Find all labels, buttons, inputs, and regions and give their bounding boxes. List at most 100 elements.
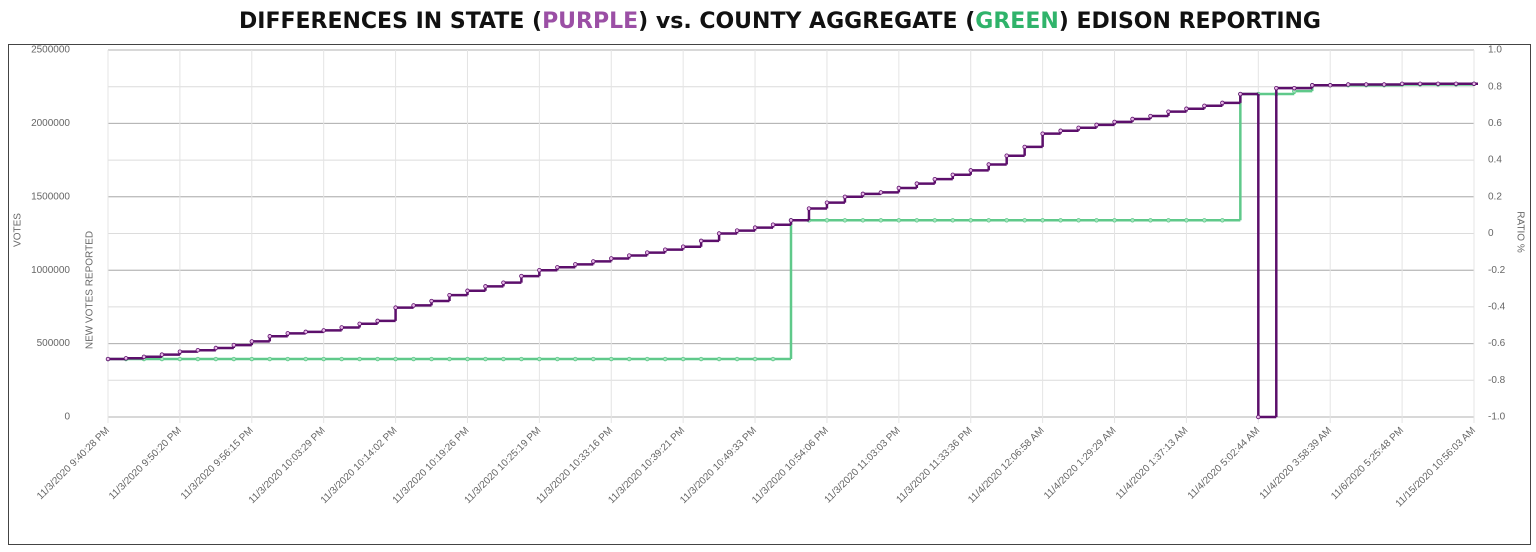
point-marker <box>1381 82 1387 87</box>
point-marker <box>465 288 470 293</box>
point-marker <box>734 228 740 233</box>
point-marker <box>141 354 147 360</box>
point-marker <box>429 356 434 362</box>
point-marker <box>1328 83 1333 88</box>
point-marker <box>1112 218 1117 223</box>
point-marker <box>645 250 650 255</box>
point-marker <box>1184 218 1189 223</box>
point-marker <box>986 218 991 223</box>
point-marker <box>231 342 237 348</box>
point-marker <box>1148 113 1153 119</box>
point-marker <box>734 356 740 362</box>
point-marker <box>195 356 201 362</box>
point-marker <box>1022 144 1027 150</box>
point-marker <box>1058 128 1063 133</box>
point-marker <box>177 356 183 362</box>
y2-tick-label: 0.6 <box>1488 118 1502 129</box>
point-marker <box>303 356 308 362</box>
point-marker <box>1363 82 1369 87</box>
point-marker <box>842 218 848 223</box>
point-marker <box>537 268 542 273</box>
point-marker <box>950 218 955 223</box>
point-marker <box>842 194 848 199</box>
point-marker <box>177 349 183 354</box>
point-marker <box>195 348 201 353</box>
point-marker <box>860 191 866 197</box>
point-marker <box>932 218 937 223</box>
point-marker <box>393 356 398 362</box>
y2-tick-label: -0.2 <box>1488 265 1506 276</box>
point-marker <box>573 262 578 267</box>
point-marker <box>680 356 686 362</box>
y2-tick-label: 0.8 <box>1488 81 1502 92</box>
point-marker <box>357 356 362 362</box>
point-marker <box>1220 218 1225 223</box>
point-marker <box>645 356 650 362</box>
point-marker <box>249 339 254 344</box>
point-marker <box>932 176 937 182</box>
y2-tick-label: -0.6 <box>1488 338 1506 349</box>
y-tick-label: 1500000 <box>31 191 70 202</box>
point-marker <box>627 253 632 258</box>
point-marker <box>591 356 596 362</box>
point-marker <box>1238 91 1243 97</box>
point-marker <box>609 356 614 362</box>
y2-tick-label: 1.0 <box>1488 45 1502 56</box>
point-marker <box>1130 218 1135 223</box>
point-marker <box>1453 81 1459 86</box>
point-marker <box>968 168 973 173</box>
point-marker <box>1166 109 1171 114</box>
point-marker <box>986 162 991 167</box>
point-marker <box>627 356 632 362</box>
point-marker <box>1292 85 1297 91</box>
point-marker <box>339 356 344 362</box>
point-marker <box>357 321 362 326</box>
point-marker <box>896 185 902 191</box>
y-tick-label: 500000 <box>37 338 71 349</box>
point-marker <box>698 238 704 244</box>
point-marker <box>1202 103 1207 108</box>
point-marker <box>411 303 416 308</box>
point-marker <box>1058 218 1063 223</box>
point-marker <box>1076 218 1081 223</box>
point-marker <box>770 222 776 227</box>
point-marker <box>1004 218 1009 223</box>
y2-axis-label: RATIO % <box>1514 211 1525 253</box>
point-marker <box>752 356 758 362</box>
point-marker <box>1274 85 1279 91</box>
point-marker <box>914 218 920 223</box>
point-marker <box>752 225 758 230</box>
point-marker <box>285 356 290 362</box>
point-marker <box>159 352 165 357</box>
point-marker <box>878 218 884 223</box>
point-marker <box>1040 218 1045 223</box>
point-marker <box>339 325 344 330</box>
point-marker <box>267 334 272 339</box>
point-marker <box>1076 125 1081 131</box>
point-marker <box>1004 153 1009 158</box>
point-marker <box>914 181 920 186</box>
point-marker <box>501 280 506 285</box>
point-marker <box>788 218 794 223</box>
point-marker <box>1256 414 1261 420</box>
point-marker <box>1202 218 1207 223</box>
point-marker <box>770 356 776 362</box>
point-marker <box>698 356 704 362</box>
point-marker <box>249 356 254 362</box>
point-marker <box>950 172 955 177</box>
title-part: ) vs. COUNTY AGGREGATE ( <box>638 9 975 34</box>
point-marker <box>1345 82 1351 87</box>
point-marker <box>878 190 884 195</box>
point-marker <box>447 292 452 298</box>
point-marker <box>429 298 434 304</box>
point-marker <box>824 200 830 205</box>
y2-tick-label: 0.2 <box>1488 191 1502 202</box>
y-tick-label: 0 <box>64 412 70 423</box>
point-marker <box>555 356 560 362</box>
y2-tick-label: -0.4 <box>1488 302 1506 313</box>
point-marker <box>213 356 219 362</box>
point-marker <box>1166 218 1171 223</box>
point-marker <box>1130 116 1135 122</box>
